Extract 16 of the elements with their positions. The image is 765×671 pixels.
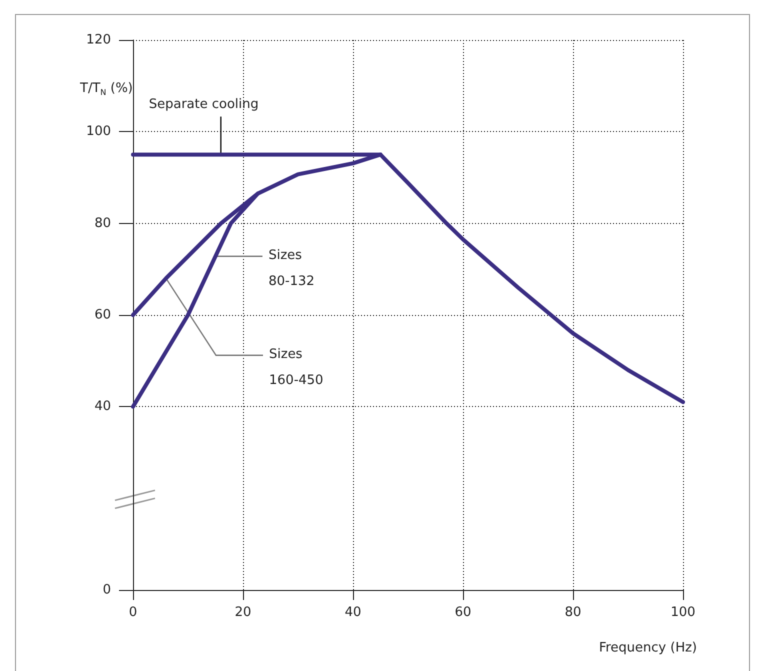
y-tick-label: 80 xyxy=(94,216,111,231)
x-tick-label: 80 xyxy=(564,605,582,620)
x-axis-title: Frequency (Hz) xyxy=(598,640,697,656)
x-tick-label: 0 xyxy=(128,605,138,620)
text: Separate cooling xyxy=(148,97,259,112)
y-tick-label: 120 xyxy=(86,32,111,48)
x-tick-label: 20 xyxy=(234,605,252,620)
x-tick-label: 60 xyxy=(454,605,472,620)
y-tick-label: 40 xyxy=(94,399,111,414)
text: Sizes 80-132 xyxy=(268,248,315,289)
y-tick-label: 60 xyxy=(94,308,111,322)
text: Sizes 160-450 xyxy=(269,346,324,388)
y-tick-label: 0 xyxy=(102,582,111,598)
x-tick-label: 40 xyxy=(344,605,362,620)
y-tick-label: 100 xyxy=(86,124,111,140)
x-tick-label: 100 xyxy=(670,605,696,620)
